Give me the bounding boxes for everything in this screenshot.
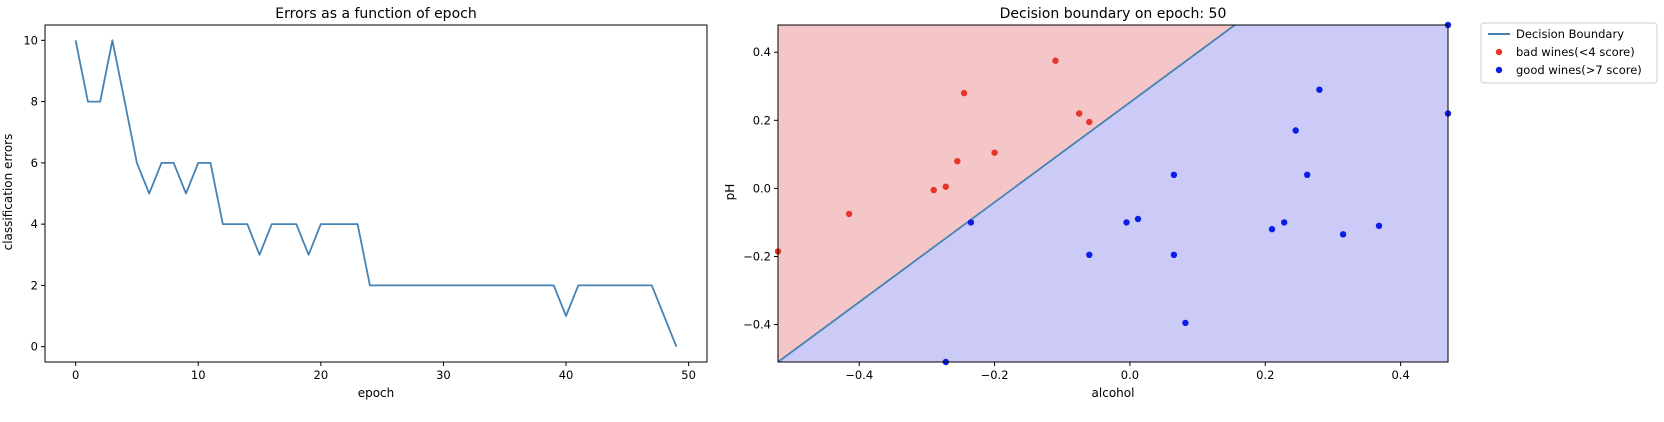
good-wine-point [967,219,975,226]
good-wine-point [1304,171,1311,178]
errors-plot-area: 0 10 20 30 40 50 0 2 4 6 8 10 [23,24,708,382]
errors-series-line [74,39,678,348]
bad-wine-point [991,149,998,156]
boundary-y-tick-label: 0.2 [753,113,771,127]
errors-x-tick-label: 30 [436,368,451,382]
errors-y-tick-label: 10 [23,33,38,47]
bad-wine-point [845,210,853,218]
boundary-x-axis-label: alcohol [1092,386,1135,400]
good-wine-point [1170,171,1178,178]
errors-x-axis-label: epoch [358,386,395,400]
bad-wine-point [1052,57,1059,64]
good-wine-point [1316,86,1323,93]
legend-label-bad: bad wines(<4 score) [1516,45,1635,59]
errors-y-tick-label: 4 [31,217,38,231]
boundary-y-tick-label: −0.2 [743,249,771,263]
errors-y-axis-label: classification errors [1,134,15,251]
legend-frame [1480,22,1658,84]
errors-y-tick-label: 0 [31,340,38,354]
good-wine-point [1086,251,1093,258]
boundary-x-tick-label: 0.0 [1121,368,1139,382]
boundary-x-tick-label: 0.4 [1391,368,1409,382]
good-wine-point [1170,251,1178,258]
bad-wine-point [1076,110,1083,117]
boundary-plot-area: −0.4 −0.2 0.0 0.2 0.4 −0.4 −0.2 0.0 0.2 0.4 [743,21,1452,382]
errors-x-tick-label: 0 [72,368,79,382]
boundary-chart-title: Decision boundary on epoch: 50 [1000,6,1227,22]
bad-wine-point [930,186,937,194]
boundary-axes-frame [777,24,1449,363]
boundary-y-tick-label: 0.4 [753,45,771,59]
boundary-y-tick-label: −0.4 [743,318,771,332]
errors-x-tick-label: 20 [314,368,329,382]
errors-x-tick-label: 50 [681,368,696,382]
good-wine-point [1281,219,1288,226]
good-wine-point [1182,319,1189,327]
good-wine-point [1339,231,1347,238]
errors-axes-frame [44,24,708,363]
legend: Decision Boundary bad wines(<4 score) go… [1480,22,1658,84]
good-wine-point [1375,222,1383,229]
boundary-y-tick-label: 0.0 [753,181,771,195]
boundary-x-tick-label: −0.4 [845,368,873,382]
bad-wine-point [942,183,949,190]
good-wine-point [1123,219,1130,226]
boundary-y-axis-label: pH [723,184,737,201]
legend-label-boundary: Decision Boundary [1516,27,1624,41]
errors-x-tick-label: 10 [191,368,206,382]
bad-wine-point [954,158,961,165]
errors-y-tick-label: 2 [31,278,38,292]
errors-chart-title: Errors as a function of epoch [275,6,476,22]
errors-y-tick-label: 8 [31,95,38,109]
errors-x-tick-label: 40 [559,368,574,382]
decision-boundary-line [777,24,1236,363]
good-wine-point [1134,215,1142,223]
bad-wine-point [1086,118,1093,126]
legend-label-good: good wines(>7 score) [1516,63,1642,77]
good-wine-point [1268,226,1276,233]
boundary-x-tick-label: 0.2 [1256,368,1274,382]
errors-y-tick-label: 6 [31,156,38,170]
legend-marker-good [1495,66,1503,74]
boundary-x-tick-label: −0.2 [981,368,1009,382]
bad-wine-point [960,89,968,97]
good-wine-point [1292,127,1299,134]
legend-marker-bad [1495,48,1503,56]
